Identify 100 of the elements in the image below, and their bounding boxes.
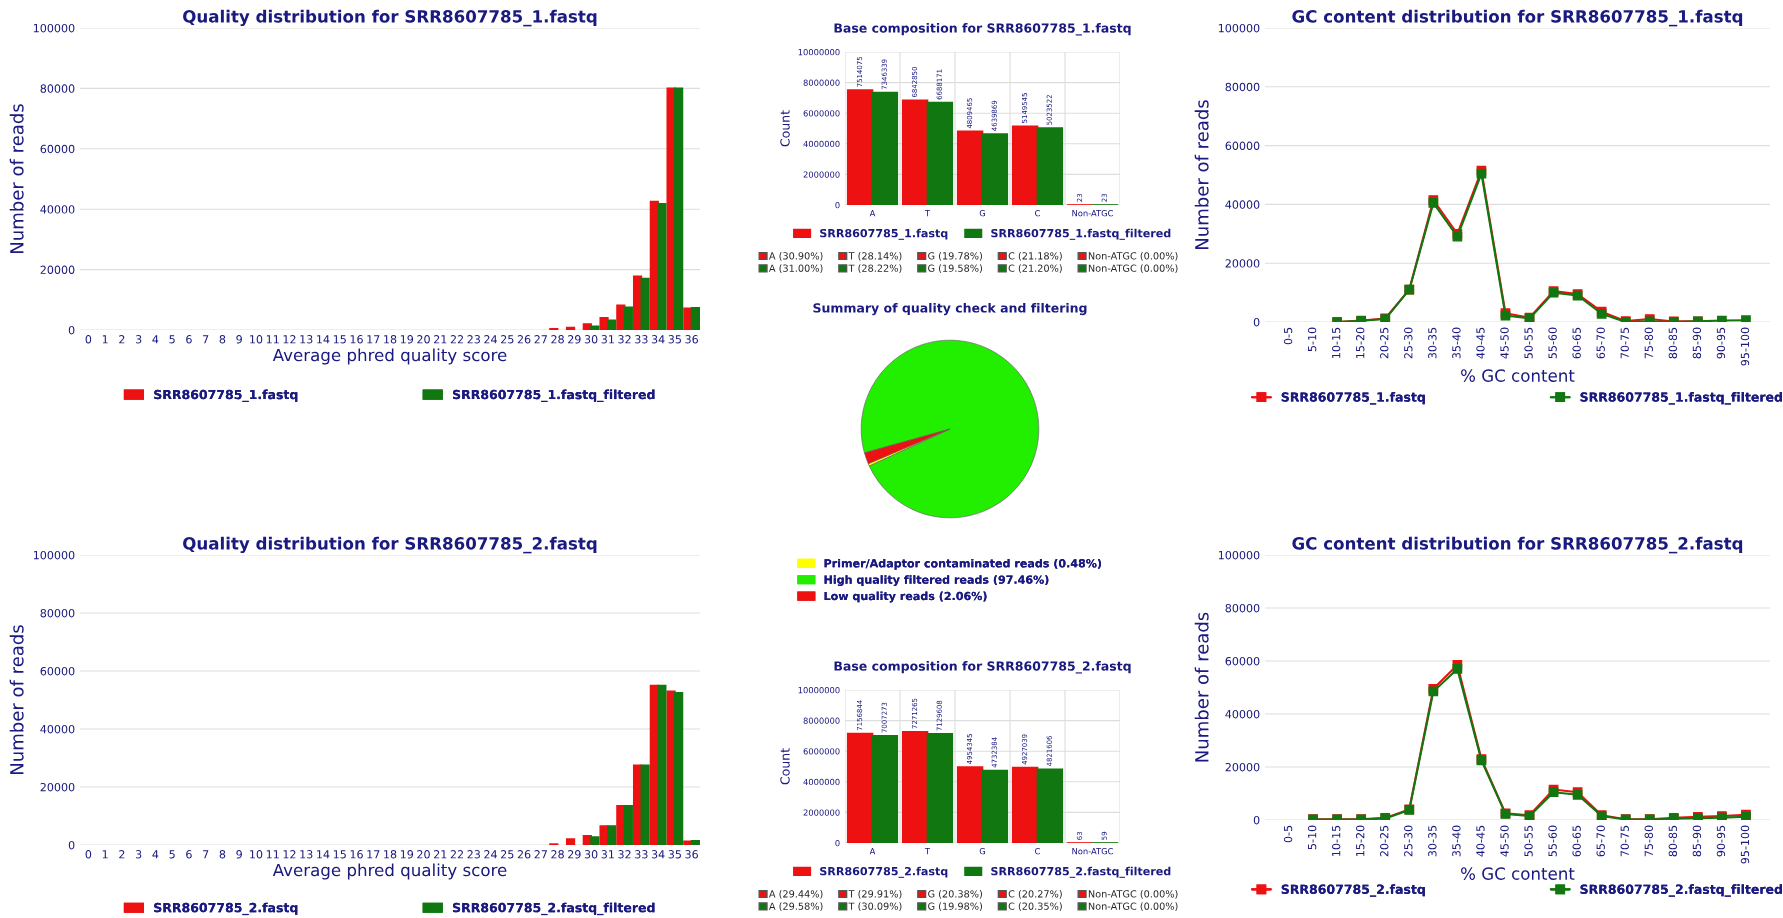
x-tick-label: 22 xyxy=(450,850,463,859)
y-tick-label: 10000000 xyxy=(798,48,840,56)
x-tick-label: 90-95 xyxy=(1716,825,1726,857)
x-tick-label: 9 xyxy=(236,335,242,344)
y-tick-label: 100000 xyxy=(1218,550,1260,560)
x-tick-label: 85-90 xyxy=(1692,327,1702,359)
text: A (29.44%) xyxy=(768,890,823,899)
y-tick-label: 20000 xyxy=(40,782,75,792)
x-tick-label: C xyxy=(1035,848,1040,855)
x-tick-label: 20-25 xyxy=(1380,825,1389,857)
x-tick-label: 36 xyxy=(685,850,698,859)
legend-label: SRR8607785_2.fastq xyxy=(1281,884,1425,897)
x-tick-label: 3 xyxy=(135,850,142,859)
legend-label: Primer/Adaptor contaminated reads (0.48%) xyxy=(824,558,1102,570)
chart-title: Quality distribution for SRR8607785_2.fastq xyxy=(183,536,597,554)
text: G (19.78%) xyxy=(928,252,982,261)
x-tick-label: 21 xyxy=(434,850,447,859)
x-tick-label: 8 xyxy=(219,335,226,344)
x-tick-label: 18 xyxy=(384,335,397,344)
x-tick-label: 28 xyxy=(551,850,564,859)
x-tick-label: 13 xyxy=(300,335,313,344)
x-tick-label: 17 xyxy=(367,335,380,344)
legend-label: SRR8607785_2.fastq_filtered xyxy=(1580,884,1782,897)
x-tick-label: 40-45 xyxy=(1476,327,1485,359)
x-tick-label: 65-70 xyxy=(1596,825,1605,857)
x-tick-label: 18 xyxy=(384,850,397,859)
x-tick-label: 70-75 xyxy=(1620,825,1629,857)
y-tick-label: 80000 xyxy=(1225,603,1260,613)
x-tick-label: 14 xyxy=(317,850,330,859)
x-axis-title: % GC content xyxy=(1461,369,1575,382)
x-tick-label: 33 xyxy=(635,335,648,344)
y-axis-title: Count xyxy=(780,110,790,147)
y-tick-label: 80000 xyxy=(40,608,75,618)
x-tick-label: 16 xyxy=(350,850,363,859)
x-axis-title: Average phred quality score xyxy=(272,348,507,365)
legend-label: SRR8607785_2.fastq xyxy=(154,902,298,916)
x-axis-title: Average phred quality score xyxy=(272,863,507,880)
x-tick-label: 34 xyxy=(651,850,665,859)
x-tick-label: 2 xyxy=(119,335,125,344)
legend-label: SRR8607785_1.fastq xyxy=(154,389,298,403)
x-tick-label: 19 xyxy=(400,850,414,859)
x-tick-label: 14 xyxy=(317,335,330,344)
legend-label: SRR8607785_2.fastq xyxy=(820,866,948,878)
text: Non-ATGC (0.00%) xyxy=(1088,890,1178,899)
x-tick-label: 80-85 xyxy=(1668,825,1678,857)
x-tick-label: 24 xyxy=(484,335,497,344)
x-tick-label: 33 xyxy=(635,850,648,859)
x-tick-label: 95-100 xyxy=(1740,327,1750,366)
y-tick-label: 4000000 xyxy=(803,140,840,148)
x-tick-label: 15-20 xyxy=(1356,825,1365,856)
x-tick-label: 29 xyxy=(568,850,581,859)
x-tick-label: 5 xyxy=(169,850,175,859)
y-tick-label: 10000000 xyxy=(798,686,840,694)
x-tick-label: G xyxy=(979,210,986,217)
y-tick-label: 2000000 xyxy=(803,809,840,816)
text: Non-ATGC (0.00%) xyxy=(1088,902,1178,911)
legend-label: Low quality reads (2.06%) xyxy=(824,591,987,603)
y-tick-label: 6000000 xyxy=(803,110,840,117)
x-tick-label: 1 xyxy=(102,335,108,344)
y-tick-label: 20000 xyxy=(1225,259,1260,268)
x-tick-label: 0-5 xyxy=(1283,327,1293,345)
x-tick-label: 10-15 xyxy=(1331,825,1341,856)
x-tick-label: 70-75 xyxy=(1620,327,1629,359)
text: C (20.27%) xyxy=(1008,890,1062,899)
x-tick-label: 25 xyxy=(501,850,514,859)
x-tick-label: 27 xyxy=(534,850,547,859)
legend-label: SRR8607785_1.fastq_filtered xyxy=(991,228,1171,240)
text: G (19.58%) xyxy=(928,264,982,273)
text: A (30.90%) xyxy=(768,252,823,261)
x-tick-label: 4 xyxy=(152,335,159,344)
x-tick-label: 90-95 xyxy=(1716,327,1726,359)
x-tick-label: 34 xyxy=(651,335,665,344)
x-tick-label: 10 xyxy=(250,850,263,859)
y-tick-label: 80000 xyxy=(40,84,75,93)
x-tick-label: 15-20 xyxy=(1356,327,1365,358)
x-tick-label: 20-25 xyxy=(1380,327,1389,359)
x-tick-label: 6 xyxy=(186,335,192,344)
x-tick-label: 9 xyxy=(236,850,242,859)
y-tick-label: 0 xyxy=(1253,317,1260,327)
y-tick-label: 8000000 xyxy=(803,717,840,724)
y-tick-label: 100000 xyxy=(33,550,75,560)
y-tick-label: 0 xyxy=(835,201,840,209)
x-tick-label: 21 xyxy=(434,335,447,344)
x-tick-label: 25-30 xyxy=(1404,825,1413,857)
y-tick-label: 40000 xyxy=(1225,200,1260,209)
x-tick-label: 75-80 xyxy=(1644,825,1653,857)
x-tick-label: 25 xyxy=(501,335,514,344)
x-tick-label: 35 xyxy=(668,850,681,859)
x-tick-label: 12 xyxy=(283,335,296,344)
x-tick-label: 26 xyxy=(517,850,531,859)
x-tick-label: 32 xyxy=(618,335,631,344)
x-tick-label: 45-50 xyxy=(1500,327,1509,359)
y-tick-label: 80000 xyxy=(1225,82,1260,92)
x-tick-label: 20 xyxy=(417,335,430,344)
y-tick-label: 4000000 xyxy=(803,778,840,786)
x-tick-label: 12 xyxy=(283,850,296,859)
x-tick-label: 35-40 xyxy=(1452,327,1461,359)
legend-label: SRR8607785_1.fastq_filtered xyxy=(453,389,655,403)
x-tick-label: 5-10 xyxy=(1307,327,1317,352)
x-tick-label: 50-55 xyxy=(1524,825,1533,857)
